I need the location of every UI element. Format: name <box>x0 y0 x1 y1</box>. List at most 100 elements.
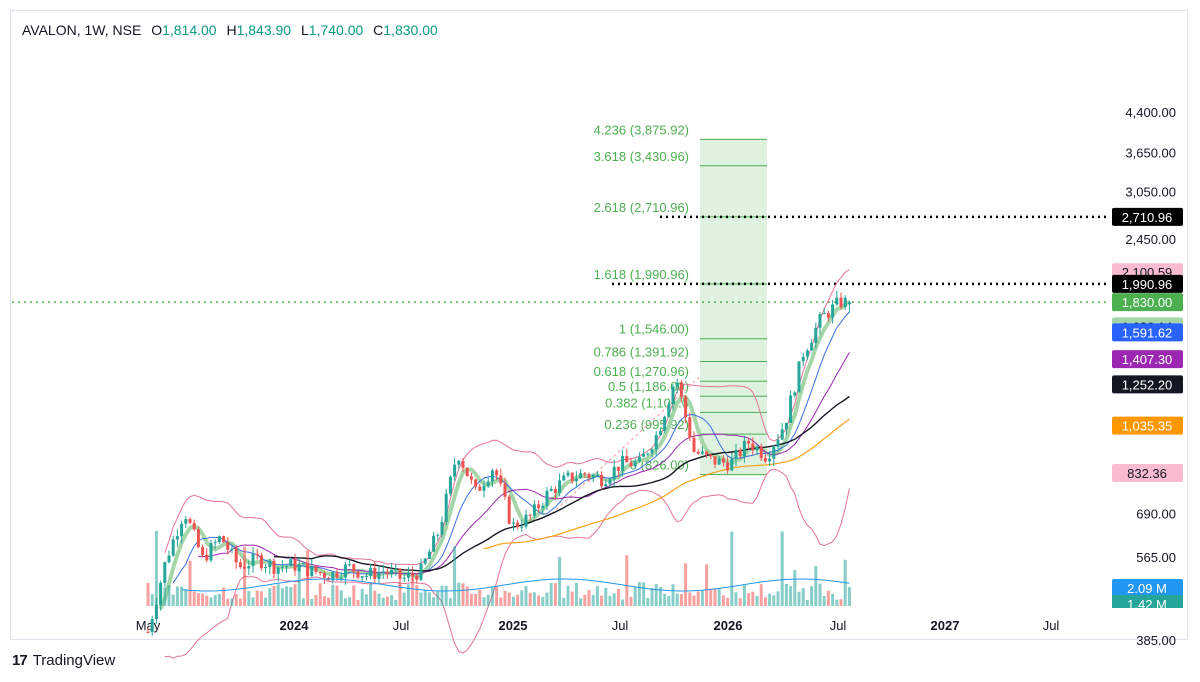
candle-body <box>201 547 205 555</box>
candle-body <box>440 521 444 535</box>
candle-body <box>839 297 843 308</box>
candle-body <box>826 313 830 318</box>
volume-bar <box>322 596 326 606</box>
volume-bar <box>301 598 305 606</box>
volume-bar <box>789 586 793 606</box>
fib-level-label: 0.618 (1,270.96) <box>594 364 689 379</box>
volume-bar <box>604 587 608 606</box>
fib-level-label: 0.786 (1,391.92) <box>594 344 689 359</box>
volume-bar <box>637 582 641 606</box>
volume-bar <box>566 585 570 606</box>
candle-body <box>490 470 494 482</box>
volume-bar <box>331 584 335 606</box>
candle-body <box>780 429 784 440</box>
candle-body <box>482 486 486 491</box>
low-value: 1,740.00 <box>308 22 364 38</box>
candle-body <box>163 562 167 583</box>
candle-body <box>591 475 595 478</box>
candle-body <box>810 342 814 351</box>
volume-bar <box>448 598 452 606</box>
candle-body <box>289 559 293 567</box>
volume-bar <box>784 583 788 606</box>
volume-bar <box>772 595 776 606</box>
volume-bar <box>751 591 755 606</box>
candle-body <box>381 571 385 573</box>
volume-bar <box>461 583 465 606</box>
candle-body <box>717 458 721 465</box>
x-tick-label: 2025 <box>499 618 528 633</box>
chart-frame[interactable] <box>10 10 1188 640</box>
volume-bar <box>633 586 637 606</box>
volume-bar <box>289 587 293 606</box>
x-tick-label: May <box>136 618 161 633</box>
y-tick-label: 3,050.00 <box>1125 184 1176 199</box>
price-tag-label: 1,591.62 <box>1122 325 1173 340</box>
ma-long-line <box>483 418 850 550</box>
volume-bar <box>230 598 234 606</box>
volume-bar <box>700 590 704 606</box>
volume-bar <box>730 531 734 606</box>
candle-body <box>423 558 427 564</box>
candle-body <box>709 454 713 457</box>
price-tag-label: 1,990.96 <box>1122 277 1173 292</box>
volume-bar <box>406 584 410 606</box>
volume-bar <box>839 599 843 606</box>
price-tag-box <box>1112 323 1183 342</box>
symbol-name: AVALON, 1W, NSE <box>22 22 142 38</box>
close-label: C <box>373 22 384 38</box>
y-tick-label: 385.00 <box>1136 633 1176 648</box>
volume-bar <box>390 595 394 606</box>
candle-body <box>726 462 730 471</box>
candle-body <box>700 451 704 454</box>
candle-body <box>251 553 255 567</box>
candle-body <box>759 447 763 459</box>
candle-body <box>364 575 368 577</box>
candle-body <box>264 566 268 569</box>
volume-bar <box>444 585 448 606</box>
candle-body <box>406 572 410 578</box>
volume-bar <box>511 596 515 606</box>
volume-bar <box>747 593 751 606</box>
volume-bar <box>238 598 242 606</box>
volume-bar <box>226 598 230 606</box>
volume-bar <box>742 584 746 606</box>
candle-body <box>394 568 398 570</box>
candle-body <box>583 473 587 475</box>
volume-bar <box>663 593 667 606</box>
volume-bar <box>490 587 494 606</box>
candle-body <box>843 297 847 308</box>
candle-body <box>663 416 667 431</box>
candle-body <box>835 297 839 305</box>
volume-bar <box>356 599 360 606</box>
candle-body <box>801 356 805 362</box>
volume-bar <box>810 586 814 606</box>
candle-body <box>398 568 402 579</box>
candle-body <box>679 382 683 397</box>
x-tick-label: Jul <box>1043 618 1060 633</box>
volume-bar <box>499 597 503 606</box>
candle-body <box>562 475 566 481</box>
volume-bar <box>616 588 620 606</box>
price-tag-label: 2,710.96 <box>1122 210 1173 225</box>
volume-bar <box>675 593 679 606</box>
candle-body <box>654 435 658 450</box>
volume-bar <box>264 597 268 606</box>
volume-bar <box>625 555 629 606</box>
volume-bar <box>427 592 431 606</box>
volume-bar <box>600 595 604 606</box>
candle-body <box>146 631 150 633</box>
candle-body <box>612 466 616 480</box>
volume-bar <box>650 587 654 606</box>
volume-bar <box>188 560 192 606</box>
y-tick-label: 565.00 <box>1136 550 1176 565</box>
candle-body <box>629 462 633 467</box>
volume-bar <box>205 595 209 606</box>
candle-body <box>671 386 675 405</box>
tradingview-brand[interactable]: 17 TradingView <box>12 652 115 669</box>
candle-body <box>486 481 490 487</box>
candle-body <box>436 534 440 536</box>
volume-bar <box>234 594 238 606</box>
candle-body <box>159 582 163 605</box>
volume-bar <box>297 567 301 606</box>
